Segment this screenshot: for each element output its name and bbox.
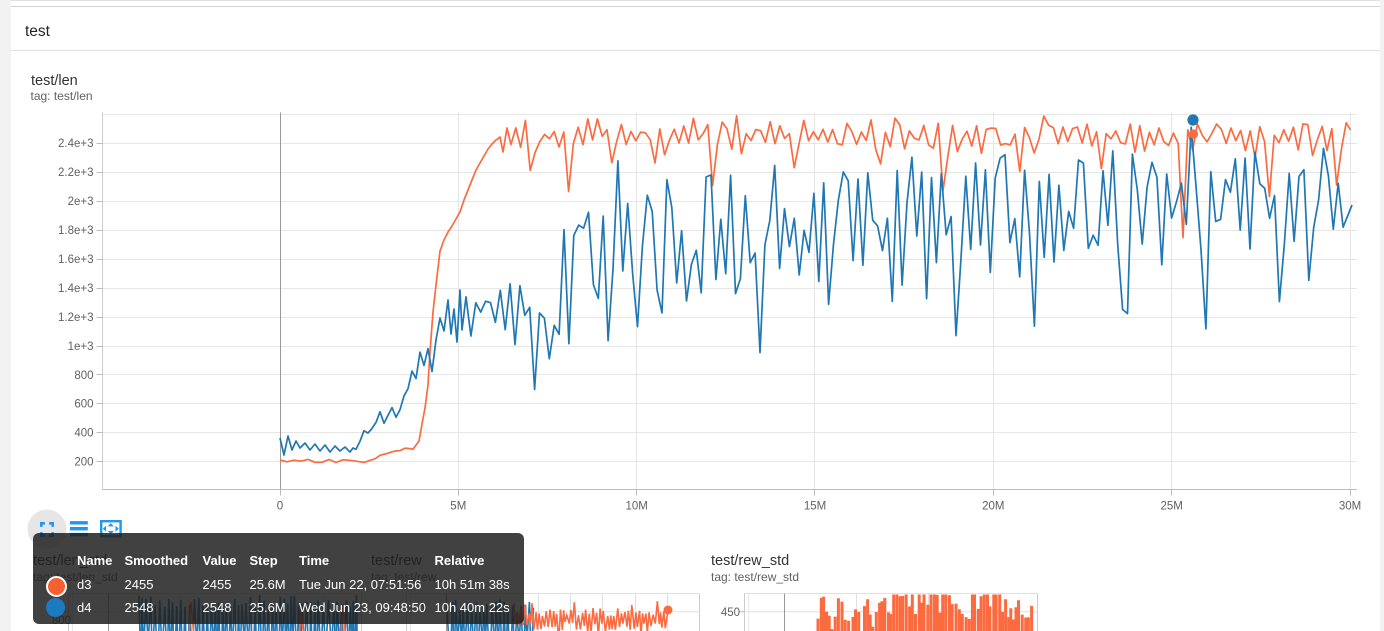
- svg-text:2.2e+3: 2.2e+3: [58, 167, 94, 179]
- svg-text:25M: 25M: [1161, 501, 1183, 513]
- svg-text:15M: 15M: [804, 501, 826, 513]
- svg-text:1.8e+3: 1.8e+3: [58, 225, 94, 237]
- svg-text:450: 450: [721, 607, 740, 619]
- svg-text:1.2e+3: 1.2e+3: [58, 312, 94, 324]
- svg-text:20M: 20M: [982, 501, 1004, 513]
- svg-text:10M: 10M: [626, 501, 648, 513]
- svg-text:200: 200: [74, 457, 93, 469]
- svg-text:400: 400: [74, 428, 93, 440]
- svg-text:600: 600: [74, 399, 93, 411]
- svg-text:2.4e+3: 2.4e+3: [58, 138, 94, 150]
- svg-text:30M: 30M: [1339, 501, 1361, 513]
- svg-text:800: 800: [74, 370, 93, 382]
- svg-text:1.4e+3: 1.4e+3: [58, 283, 94, 295]
- svg-text:2e+3: 2e+3: [68, 196, 94, 208]
- svg-text:5M: 5M: [450, 501, 466, 513]
- svg-text:1.6e+3: 1.6e+3: [58, 254, 94, 266]
- svg-text:0: 0: [277, 501, 283, 513]
- svg-text:1e+3: 1e+3: [68, 341, 94, 353]
